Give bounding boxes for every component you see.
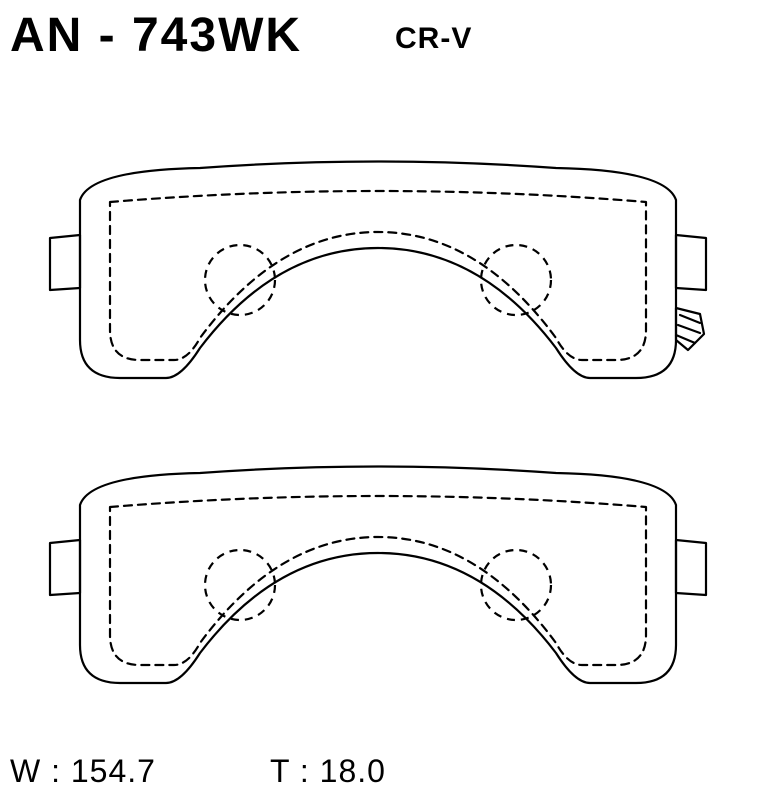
model-label: CR-V: [395, 22, 472, 56]
dimension-width-label: W : 154.7: [10, 753, 156, 790]
page-root: AN - 743WK CR-V W : 154.7 T : 18.0: [0, 0, 757, 802]
part-number-title: AN - 743WK: [10, 8, 302, 63]
brake-pad-drawing-svg: [0, 80, 757, 740]
technical-drawing: [0, 80, 757, 740]
dimension-thickness-label: T : 18.0: [270, 753, 386, 790]
